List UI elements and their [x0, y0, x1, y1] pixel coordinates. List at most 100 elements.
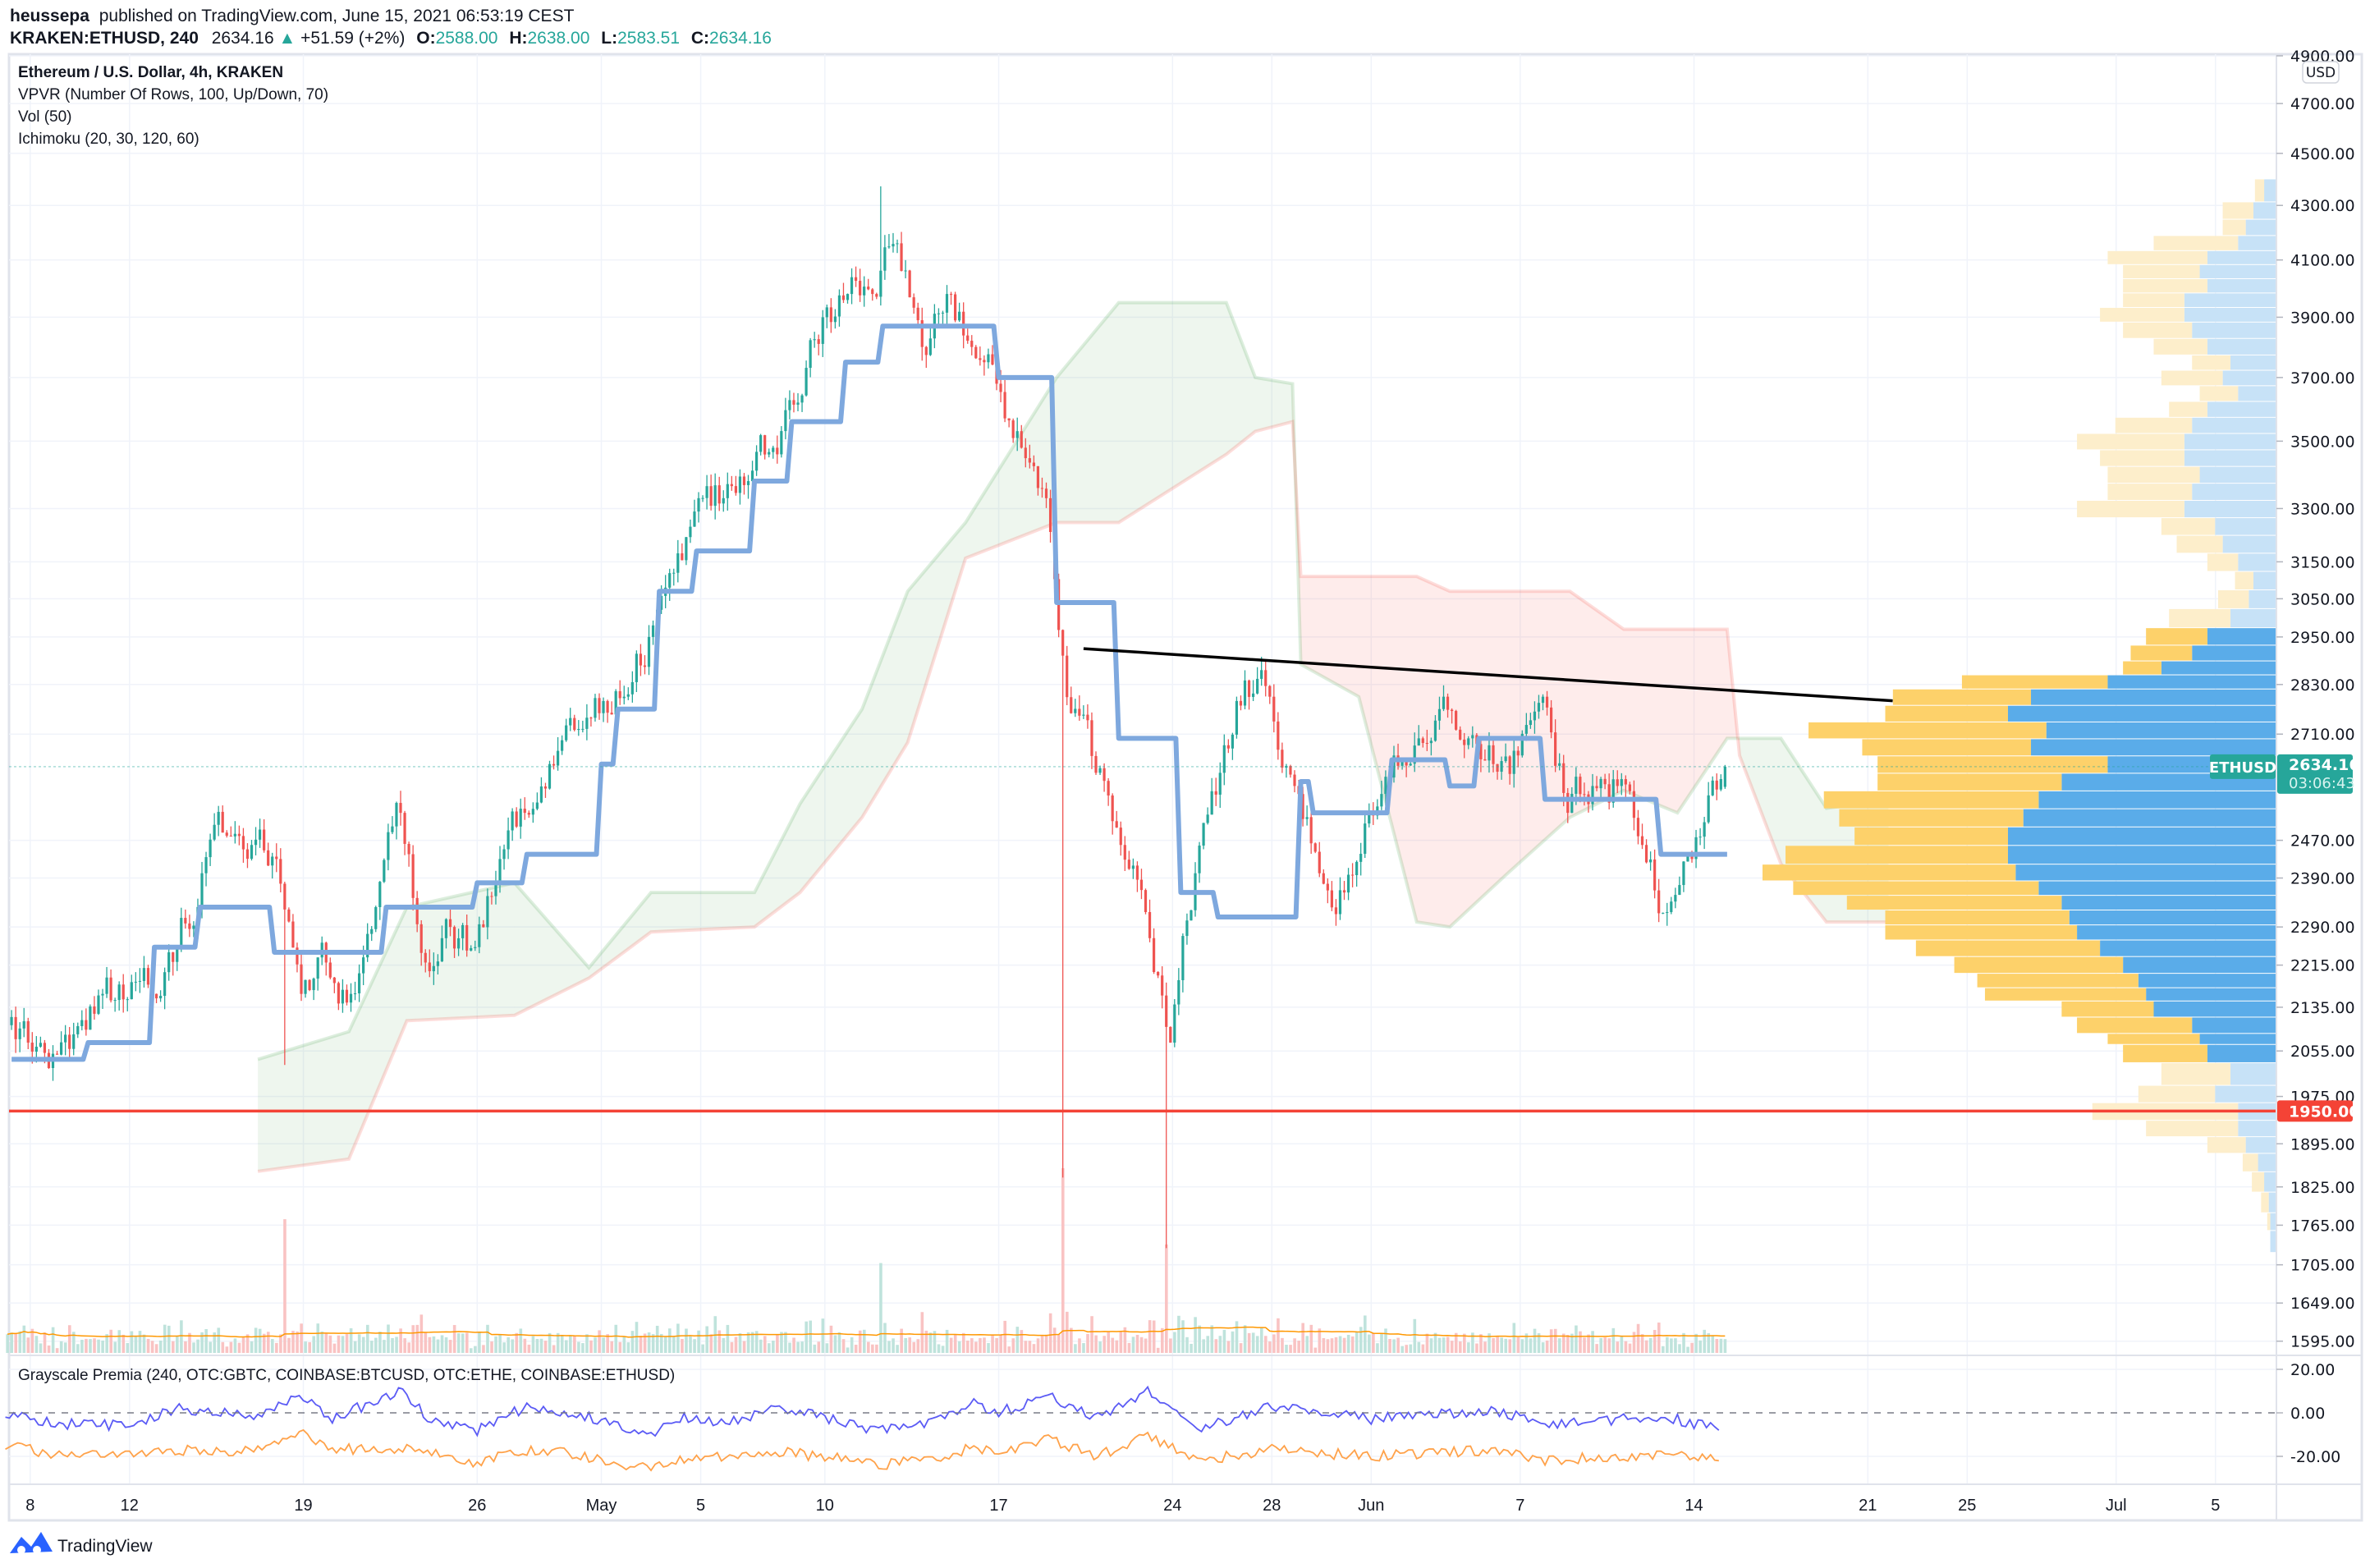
- volume-bar: [1405, 1345, 1409, 1353]
- candle-body: [639, 653, 643, 666]
- candle-body: [618, 690, 621, 699]
- vpvr-row-down: [1885, 925, 2078, 940]
- volume-bar: [1553, 1328, 1557, 1353]
- vpvr-row-down: [2161, 518, 2216, 535]
- cloud-segment: [514, 883, 589, 1016]
- candle-body: [1272, 696, 1276, 722]
- resistance-trendline[interactable]: [1083, 647, 1893, 703]
- vpvr-row-down: [2207, 553, 2239, 571]
- vpvr-row-down: [2153, 236, 2239, 250]
- legend-title[interactable]: Ethereum / U.S. Dollar, 4h, KRAKEN: [18, 64, 283, 81]
- vpvr-row-down: [2077, 433, 2184, 450]
- price-tick-label: 1595.00: [2290, 1333, 2355, 1351]
- candle-body: [283, 883, 287, 910]
- candle-body: [474, 947, 477, 948]
- volume-bar: [630, 1331, 635, 1353]
- vpvr-row-down: [2153, 338, 2207, 355]
- candle-body: [1094, 755, 1098, 773]
- cloud-segment: [589, 892, 652, 979]
- volume-bar: [1587, 1334, 1590, 1353]
- volume-bar: [1061, 1168, 1065, 1353]
- volume-bar: [221, 1341, 225, 1353]
- time-axis-labels: 8 12 19 26 May 5 10 17 24 28 Jun 7 14 21 25 Jul 5: [25, 1497, 2220, 1515]
- close-label: C:: [691, 29, 709, 48]
- candle-body: [825, 307, 828, 318]
- vpvr-row-up: [2245, 1137, 2276, 1153]
- candle-body: [896, 243, 899, 245]
- candle-body: [22, 1020, 25, 1029]
- volume-bar: [217, 1327, 221, 1353]
- volume-bar: [266, 1332, 270, 1353]
- candle-body: [287, 909, 291, 922]
- volume-bar: [345, 1334, 349, 1353]
- time-tick-label: 28: [1263, 1497, 1281, 1515]
- candle-body: [829, 307, 832, 323]
- volume-bar: [507, 1336, 510, 1353]
- candle-body: [1268, 685, 1272, 697]
- volume-bar: [1086, 1333, 1089, 1353]
- candle-body: [689, 526, 692, 538]
- candle-body: [1492, 745, 1495, 764]
- volume-bar: [1450, 1341, 1454, 1353]
- volume-bar: [1409, 1344, 1413, 1353]
- volume-bar: [1483, 1341, 1487, 1353]
- volume-bar: [291, 1331, 295, 1353]
- premia-ethe-line: [5, 1428, 1719, 1472]
- legend-vol[interactable]: Vol (50): [18, 108, 71, 126]
- volume-bar: [146, 1338, 150, 1353]
- volume-bar: [204, 1329, 208, 1353]
- candle-body: [1421, 738, 1424, 744]
- volume-bar: [72, 1332, 76, 1353]
- candle-body: [523, 809, 526, 814]
- vpvr-row-up: [2270, 1213, 2276, 1231]
- candle-body: [233, 833, 236, 837]
- current-price-label: 2634.16: [2289, 756, 2360, 774]
- legend-premia[interactable]: Grayscale Premia (240, OTC:GBTC, COINBAS…: [18, 1367, 675, 1384]
- vpvr-row-down: [2100, 307, 2184, 322]
- volume-bar: [383, 1340, 386, 1353]
- volume-bar: [1703, 1329, 1707, 1353]
- candle-body: [717, 485, 721, 504]
- candle-body: [651, 625, 655, 637]
- candle-body: [258, 829, 262, 840]
- legend-vpvr[interactable]: VPVR (Number Of Rows, 100, Up/Down, 70): [18, 86, 328, 103]
- candle-body: [1326, 883, 1329, 891]
- candle-body: [1455, 711, 1458, 730]
- candle-body: [1529, 720, 1532, 726]
- candle-body: [792, 400, 795, 405]
- cloud-segment: [1057, 302, 1119, 523]
- currency-badge[interactable]: USD: [2302, 61, 2340, 84]
- cloud-segment: [1118, 302, 1226, 523]
- candle-body: [72, 1034, 76, 1049]
- candle-body: [316, 957, 319, 979]
- candle-body: [1384, 777, 1387, 795]
- vpvr-row-up: [2222, 370, 2276, 386]
- candle-body: [482, 924, 485, 928]
- candle-body: [987, 354, 990, 363]
- legend-ichimoku[interactable]: Ichimoku (20, 30, 120, 60): [18, 131, 199, 148]
- drawings[interactable]: [9, 647, 2276, 1113]
- volume-bar: [949, 1337, 953, 1353]
- volume-bar: [742, 1341, 746, 1353]
- volume-bar: [134, 1336, 138, 1353]
- volume-bar: [701, 1344, 704, 1353]
- tradingview-logo[interactable]: TradingView: [10, 1532, 153, 1556]
- vpvr-row-up: [2215, 518, 2276, 535]
- time-axis[interactable]: [9, 1485, 2276, 1520]
- volume-bar: [337, 1335, 341, 1353]
- vpvr-row-down: [1877, 773, 2062, 791]
- candle-body: [908, 270, 911, 298]
- volume-bar: [813, 1344, 817, 1353]
- candle-body: [867, 287, 870, 290]
- candle-body: [709, 486, 713, 507]
- volume-bar: [39, 1343, 43, 1353]
- candle-body: [1575, 777, 1578, 794]
- candle-body: [1044, 488, 1048, 498]
- volume-bar: [1376, 1343, 1379, 1353]
- candle-body: [275, 856, 278, 860]
- candle-body: [1611, 779, 1615, 803]
- candle-body: [763, 435, 767, 455]
- volume-bar: [237, 1342, 241, 1353]
- volume-bar: [1190, 1343, 1193, 1353]
